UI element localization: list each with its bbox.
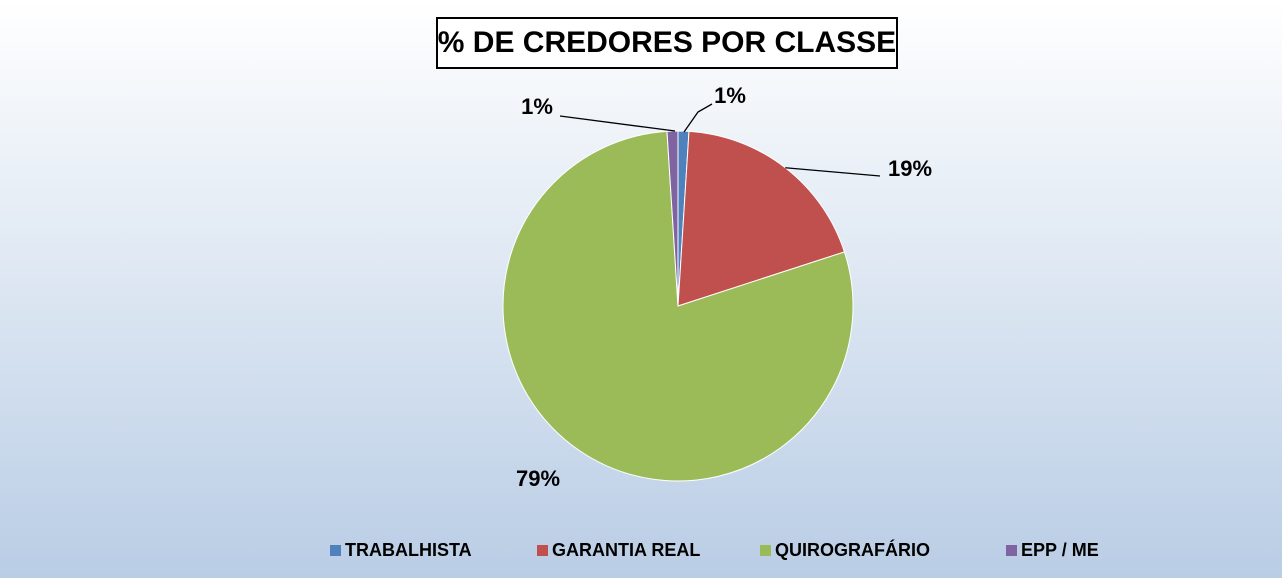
- leader-line: [785, 167, 881, 177]
- legend-label: GARANTIA REAL: [552, 540, 700, 560]
- legend-swatch: [1006, 545, 1017, 556]
- pie-slice: [677, 130, 846, 307]
- legend-swatch: [330, 545, 341, 556]
- title-box: [436, 17, 898, 69]
- legend-label: EPP / ME: [1021, 540, 1099, 560]
- data-label: 79%: [516, 466, 560, 491]
- leader-line: [683, 103, 713, 133]
- data-label: 1%: [521, 94, 553, 119]
- data-label: 1%: [714, 83, 746, 108]
- pie-slice: [502, 130, 854, 482]
- legend-swatch: [760, 545, 771, 556]
- data-label: 19%: [888, 156, 932, 181]
- legend-label: QUIROGRAFÁRIO: [775, 539, 930, 560]
- legend-label: TRABALHISTA: [345, 540, 472, 560]
- leader-line: [559, 115, 676, 132]
- chart-title: % DE CREDORES POR CLASSE: [438, 26, 896, 59]
- legend-swatch: [537, 545, 548, 556]
